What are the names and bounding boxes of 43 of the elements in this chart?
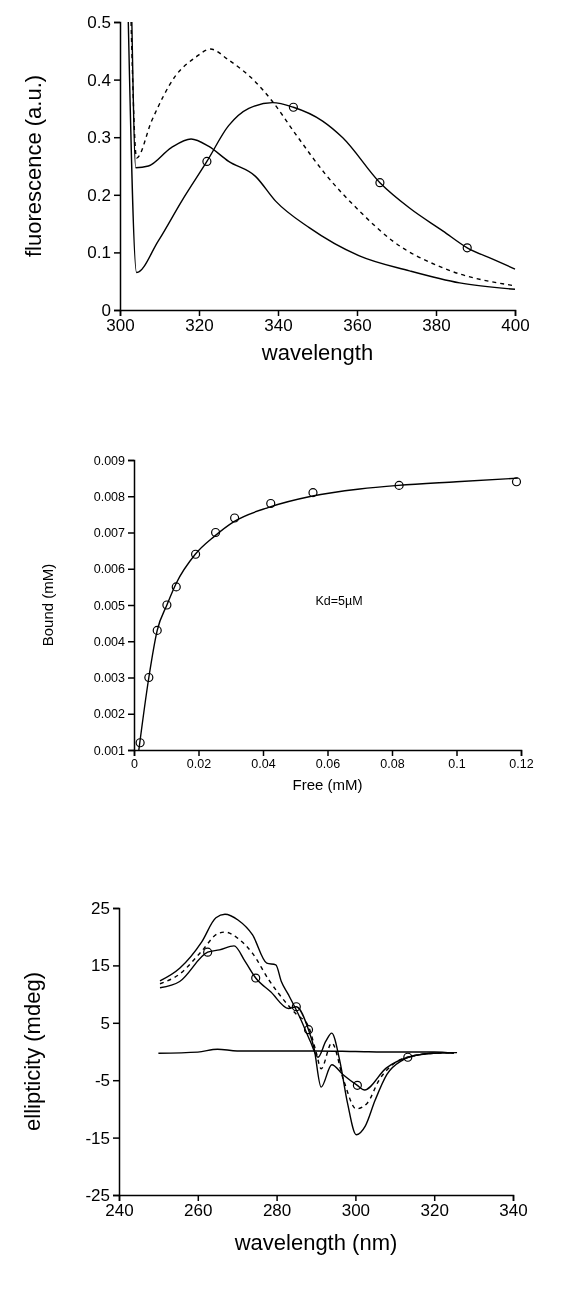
x-tick-label: 0.04 (251, 756, 276, 771)
y-tick-label: 0.004 (93, 634, 126, 649)
y-axis-title: Bound (mM) (38, 563, 56, 647)
x-tick-label: 0.1 (448, 756, 466, 771)
x-tick-label: 320 (420, 1201, 449, 1221)
y-tick-label: 0.008 (93, 489, 126, 504)
y-tick-label: 0.4 (87, 70, 111, 90)
y-tick-label: 0.5 (87, 12, 111, 32)
x-tick-label: 400 (501, 316, 530, 336)
x-tick-label: 340 (264, 316, 293, 336)
y-tick-label: 0.009 (93, 453, 126, 468)
x-axis-title: Free (mM) (292, 776, 363, 793)
x-tick-label: 360 (343, 316, 372, 336)
y-tick-label: 0.2 (87, 185, 111, 205)
x-tick-label: 0.06 (315, 756, 341, 771)
x-tick-label: 380 (422, 316, 451, 336)
x-tick-label: 0.12 (509, 756, 534, 771)
y-tick-label: 0.003 (93, 671, 126, 685)
y-tick-label: 5 (100, 1013, 110, 1033)
y-tick-label: 0.006 (93, 562, 126, 577)
y-tick-label: 0.005 (93, 598, 126, 613)
x-tick-label: 0.08 (380, 756, 405, 771)
y-axis-title: ellipticity (mdeg) (19, 972, 45, 1131)
annotation: Kd=5µM (315, 594, 363, 608)
y-tick-label: 0.002 (93, 707, 126, 722)
y-tick-label: -15 (85, 1128, 110, 1148)
y-tick-label: 0.007 (93, 526, 126, 540)
x-tick-label: 0.02 (186, 756, 212, 771)
x-tick-label: 260 (184, 1201, 213, 1221)
y-tick-label: 0.001 (93, 743, 126, 758)
x-tick-label: 0 (131, 756, 139, 771)
x-axis-title: wavelength (260, 340, 374, 365)
x-tick-label: 280 (262, 1201, 292, 1221)
x-tick-label: 300 (341, 1201, 371, 1221)
x-axis-title: wavelength (nm) (233, 1230, 398, 1255)
y-tick-label: 25 (91, 898, 110, 918)
y-tick-label: -5 (94, 1071, 110, 1091)
x-tick-label: 320 (185, 316, 214, 336)
x-tick-label: 340 (499, 1201, 528, 1221)
y-tick-label: 0.3 (87, 128, 111, 148)
y-tick-label: 15 (91, 956, 110, 976)
y-axis-title: fluorescence (a.u.) (20, 74, 46, 258)
y-tick-label: 0.1 (87, 243, 111, 263)
